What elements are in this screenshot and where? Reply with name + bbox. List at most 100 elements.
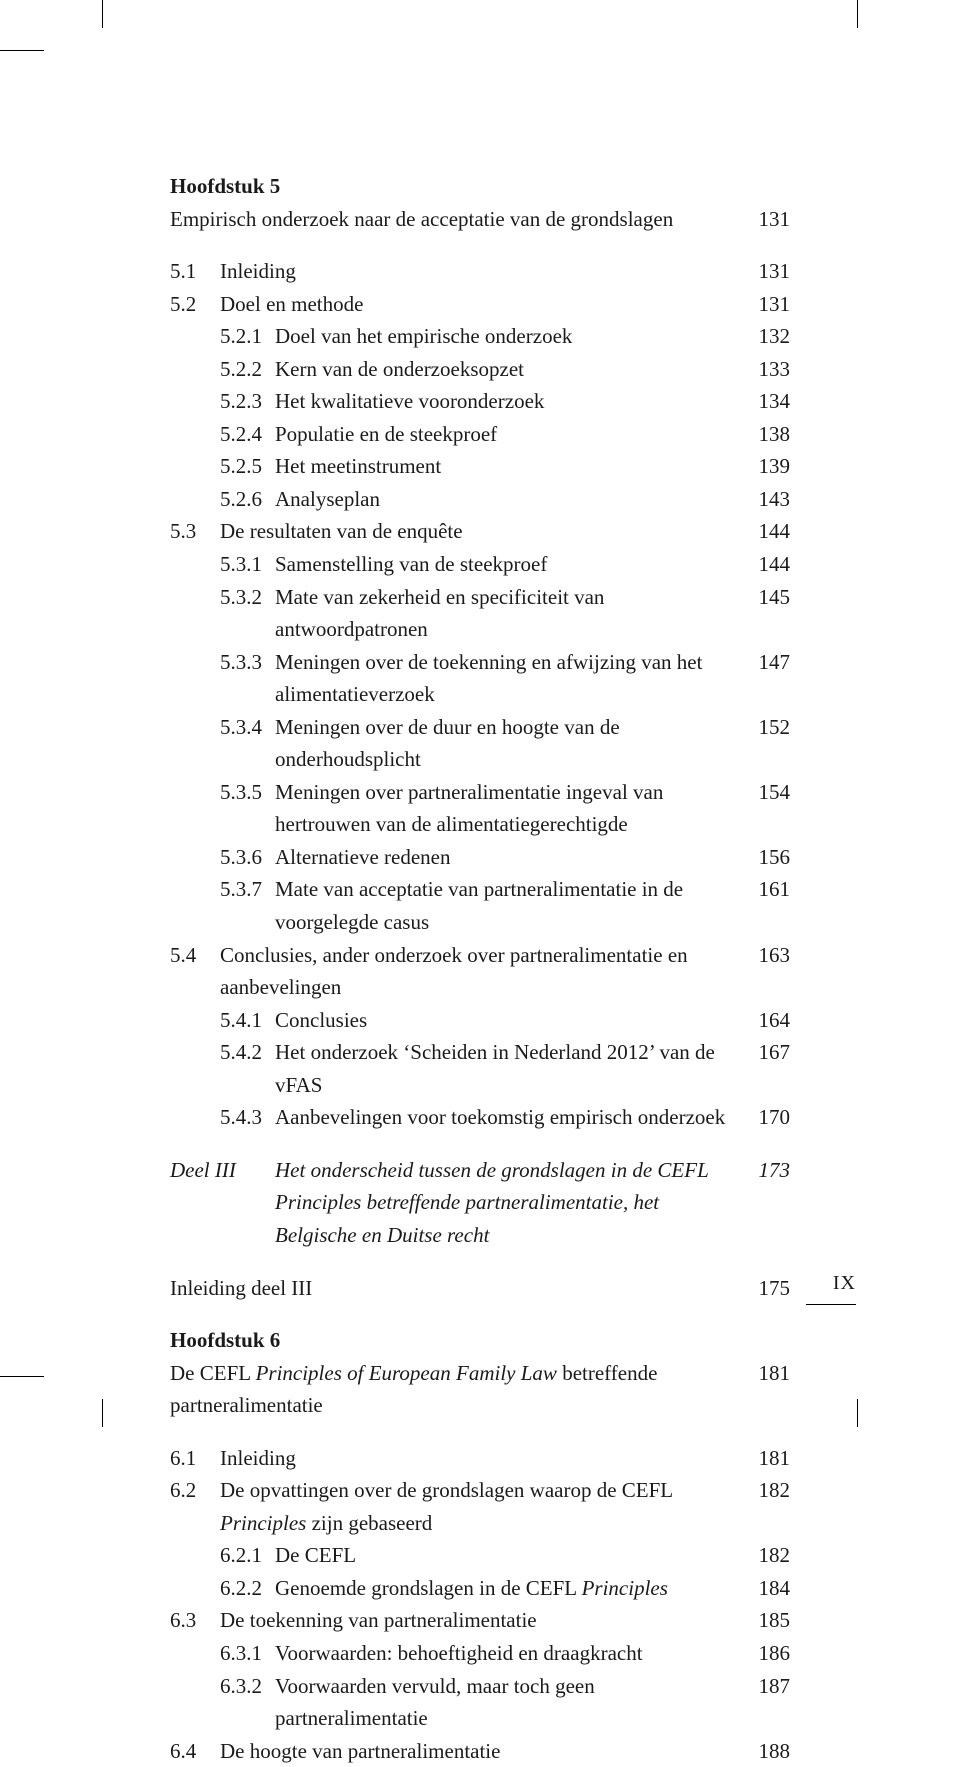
toc-row: 5.2Doel en methode131 xyxy=(170,288,790,321)
toc-page: 181 xyxy=(745,1357,790,1390)
toc-num-secondary: 5.2.4 xyxy=(220,418,275,451)
page-number: IX xyxy=(833,1272,856,1295)
toc-page: 181 xyxy=(745,1442,790,1475)
toc-row: 5.2.1Doel van het empirische onderzoek13… xyxy=(170,320,790,353)
toc-row: Deel IIIHet onderscheid tussen de gronds… xyxy=(170,1154,790,1252)
toc-text: Populatie en de steekproef xyxy=(275,418,745,451)
crop-mark xyxy=(857,0,858,28)
spacer xyxy=(170,1422,790,1442)
toc-page: 145 xyxy=(745,581,790,614)
toc-row: 5.2.5Het meetinstrument139 xyxy=(170,450,790,483)
toc-row: 5.3.3Meningen over de toekenning en afwi… xyxy=(170,646,790,711)
toc-text: Meningen over partneralimentatie ingeval… xyxy=(275,776,745,841)
crop-mark xyxy=(0,50,44,51)
toc-page: 185 xyxy=(745,1604,790,1637)
toc-row: 5.4Conclusies, ander onderzoek over part… xyxy=(170,939,790,1004)
toc-page: 131 xyxy=(745,255,790,288)
toc-text: Inleiding deel III xyxy=(170,1272,745,1305)
toc-page: 167 xyxy=(745,1036,790,1069)
toc-text: De CEFL xyxy=(275,1539,745,1572)
toc-page: 138 xyxy=(745,418,790,451)
toc-row: 5.3.7Mate van acceptatie van partneralim… xyxy=(170,873,790,938)
toc-page: 154 xyxy=(745,776,790,809)
toc-text: Het onderscheid tussen de grondslagen in… xyxy=(275,1154,745,1252)
toc-text: De opvattingen over de grondslagen waaro… xyxy=(220,1474,745,1539)
toc-row: 6.2.2Genoemde grondslagen in de CEFL Pri… xyxy=(170,1572,790,1605)
toc-num-secondary: 5.3.6 xyxy=(220,841,275,874)
toc-num-primary: 5.1 xyxy=(170,255,220,288)
toc-page: 161 xyxy=(745,873,790,906)
toc-page: 143 xyxy=(745,483,790,516)
toc-page: 134 xyxy=(745,385,790,418)
toc-page: 175 xyxy=(745,1272,790,1305)
toc-text: Conclusies xyxy=(275,1004,745,1037)
toc-text: Analyseplan xyxy=(275,483,745,516)
toc-page: 182 xyxy=(745,1539,790,1572)
toc-row: 6.4De hoogte van partneralimentatie188 xyxy=(170,1735,790,1767)
crop-mark xyxy=(857,1399,858,1427)
toc-num-primary: 6.4 xyxy=(170,1735,220,1767)
toc-page: 132 xyxy=(745,320,790,353)
toc-num-secondary: 5.2.6 xyxy=(220,483,275,516)
toc-num-primary: 6.3 xyxy=(170,1604,220,1637)
toc-page: 173 xyxy=(745,1154,790,1187)
toc-text: Meningen over de duur en hoogte van de o… xyxy=(275,711,745,776)
toc-page: 163 xyxy=(745,939,790,972)
toc-num-secondary: 5.4.3 xyxy=(220,1101,275,1134)
toc-num-primary: Deel III xyxy=(170,1154,275,1187)
spacer xyxy=(170,1304,790,1324)
toc-page: 147 xyxy=(745,646,790,679)
toc-text: De hoogte van partneralimentatie xyxy=(220,1735,745,1767)
toc-num-secondary: 5.3.2 xyxy=(220,581,275,614)
toc-num-secondary: 5.3.4 xyxy=(220,711,275,744)
toc-page: 152 xyxy=(745,711,790,744)
toc-text: Inleiding xyxy=(220,1442,745,1475)
toc-text: De resultaten van de enquête xyxy=(220,515,745,548)
toc-page: 156 xyxy=(745,841,790,874)
toc-text: Het meetinstrument xyxy=(275,450,745,483)
toc-row: 5.3.1Samenstelling van de steekproef144 xyxy=(170,548,790,581)
toc-text: Mate van acceptatie van partneralimentat… xyxy=(275,873,745,938)
toc-page: 144 xyxy=(745,515,790,548)
toc-row: De CEFL Principles of European Family La… xyxy=(170,1357,790,1422)
toc-row: 5.4.3Aanbevelingen voor toekomstig empir… xyxy=(170,1101,790,1134)
toc-page: 144 xyxy=(745,548,790,581)
toc-row: 6.2.1De CEFL182 xyxy=(170,1539,790,1572)
toc-text: Aanbevelingen voor toekomstig empirisch … xyxy=(275,1101,745,1134)
toc-text: Voorwaarden vervuld, maar toch geen part… xyxy=(275,1670,745,1735)
toc-text: Doel en methode xyxy=(220,288,745,321)
spacer xyxy=(170,235,790,255)
toc-page: 131 xyxy=(745,203,790,236)
page: Hoofdstuk 5Empirisch onderzoek naar de a… xyxy=(0,0,960,1427)
toc-page: 188 xyxy=(745,1735,790,1767)
toc-row: 5.1Inleiding131 xyxy=(170,255,790,288)
toc-num-primary: 5.4 xyxy=(170,939,220,972)
toc-page: 164 xyxy=(745,1004,790,1037)
chapter-heading: Hoofdstuk 6 xyxy=(170,1324,790,1357)
toc-text: Inleiding xyxy=(220,255,745,288)
toc-num-secondary: 5.2.3 xyxy=(220,385,275,418)
toc-page: 182 xyxy=(745,1474,790,1507)
toc-page: 187 xyxy=(745,1670,790,1703)
chapter-heading-text: Hoofdstuk 5 xyxy=(170,170,790,203)
toc-row: Empirisch onderzoek naar de acceptatie v… xyxy=(170,203,790,236)
toc-row: 6.3.2Voorwaarden vervuld, maar toch geen… xyxy=(170,1670,790,1735)
toc-text: De CEFL Principles of European Family La… xyxy=(170,1357,745,1422)
toc-num-secondary: 6.2.2 xyxy=(220,1572,275,1605)
chapter-heading: Hoofdstuk 5 xyxy=(170,170,790,203)
toc-text: Conclusies, ander onderzoek over partner… xyxy=(220,939,745,1004)
toc-num-secondary: 5.4.2 xyxy=(220,1036,275,1069)
toc-num-secondary: 5.3.1 xyxy=(220,548,275,581)
toc-text: Empirisch onderzoek naar de acceptatie v… xyxy=(170,203,745,236)
toc-num-secondary: 6.3.1 xyxy=(220,1637,275,1670)
toc-page: 133 xyxy=(745,353,790,386)
toc-num-secondary: 5.3.3 xyxy=(220,646,275,679)
toc-text: De toekenning van partneralimentatie xyxy=(220,1604,745,1637)
toc-page: 131 xyxy=(745,288,790,321)
toc-row: 5.2.2Kern van de onderzoeksopzet133 xyxy=(170,353,790,386)
toc-row: 5.3.5Meningen over partneralimentatie in… xyxy=(170,776,790,841)
toc-row: Inleiding deel III175 xyxy=(170,1272,790,1305)
toc-num-secondary: 5.3.7 xyxy=(220,873,275,906)
toc-num-secondary: 5.2.5 xyxy=(220,450,275,483)
toc-text: Doel van het empirische onderzoek xyxy=(275,320,745,353)
